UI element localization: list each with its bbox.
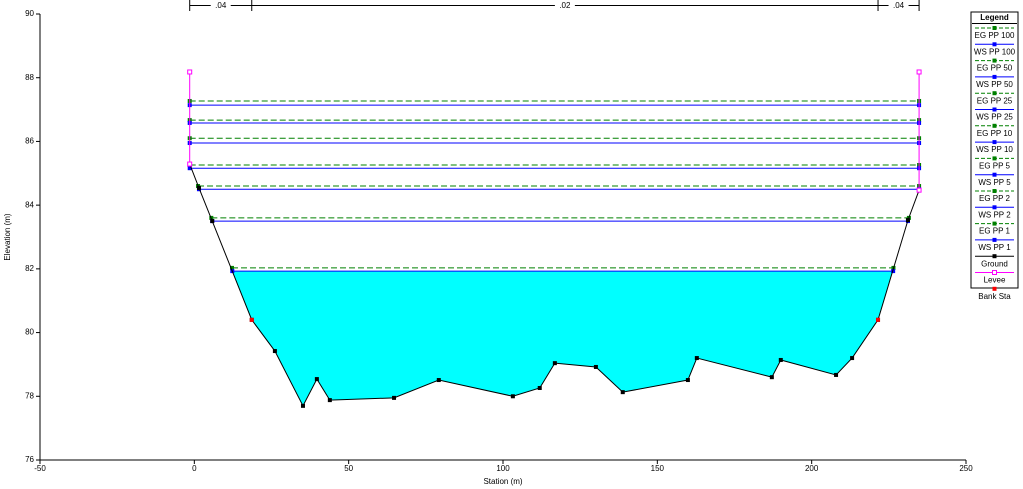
legend-marker	[992, 205, 997, 210]
y-tick-label: 90	[25, 9, 34, 18]
legend-label: EG PP 50	[977, 64, 1013, 73]
y-tick-label: 76	[25, 455, 34, 464]
x-tick-label: 250	[959, 464, 973, 473]
legend-label: WS PP 50	[976, 80, 1013, 89]
ground-marker	[300, 403, 305, 408]
ground-marker	[552, 361, 557, 366]
water-fill	[232, 271, 893, 406]
legend-marker	[992, 286, 997, 291]
levee-marker	[187, 161, 193, 167]
ground-marker	[778, 357, 783, 362]
ground-marker	[620, 390, 625, 395]
levee-marker	[916, 187, 922, 193]
legend-label: EG PP 25	[977, 96, 1013, 105]
ground-marker	[685, 378, 690, 383]
x-tick-label: 0	[192, 464, 197, 473]
x-tick-label: 100	[496, 464, 510, 473]
legend-label: EG PP 1	[979, 227, 1011, 236]
legend-marker	[992, 123, 997, 128]
y-tick-label: 86	[25, 137, 34, 146]
x-axis-title: Station (m)	[483, 477, 522, 486]
legend-label: WS PP 25	[976, 113, 1013, 122]
legend-marker	[992, 254, 997, 259]
n-label: .04	[215, 1, 227, 10]
y-tick-label: 78	[25, 391, 34, 400]
legend-label: WS PP 10	[976, 145, 1013, 154]
ground-marker	[769, 375, 774, 380]
legend-label: Levee	[984, 276, 1006, 285]
ground-marker	[537, 386, 542, 391]
legend-label: Ground	[981, 259, 1008, 268]
legend-marker	[992, 107, 997, 112]
levee-marker	[187, 69, 193, 75]
legend-marker	[992, 140, 997, 145]
legend-marker	[992, 156, 997, 161]
legend-marker	[992, 189, 997, 193]
y-tick-label: 84	[25, 200, 34, 209]
ground-marker	[834, 372, 839, 377]
ground-marker	[436, 378, 441, 383]
legend-label: WS PP 2	[978, 210, 1011, 219]
y-tick-label: 80	[25, 328, 34, 337]
legend-marker	[992, 74, 997, 79]
legend-box	[970, 11, 1019, 289]
y-tick-label: 82	[25, 264, 34, 273]
x-tick-label: -50	[34, 464, 46, 473]
legend-title: Legend	[980, 13, 1009, 22]
ground-marker	[327, 398, 332, 403]
legend-marker	[992, 91, 997, 96]
legend-marker	[992, 270, 997, 275]
ground-marker	[850, 356, 855, 361]
ground-marker	[694, 356, 699, 361]
n-label-bg	[888, 1, 909, 10]
legend-marker	[992, 42, 997, 47]
ws-marker	[187, 166, 192, 171]
eg-marker	[229, 265, 234, 270]
levee-line	[189, 71, 920, 191]
bank-marker	[249, 317, 254, 322]
bank-marker	[876, 317, 881, 322]
legend-label: Bank Sta	[978, 292, 1011, 301]
levee-marker	[916, 69, 922, 75]
n-label: .02	[559, 1, 571, 10]
ground-marker	[593, 364, 598, 369]
legend-label: WS PP 1	[978, 243, 1011, 252]
ground-marker	[272, 349, 277, 354]
n-label: .04	[893, 1, 905, 10]
x-tick-label: 50	[344, 464, 353, 473]
n-label-bg	[554, 1, 575, 10]
legend-label: WS PP 5	[978, 178, 1011, 187]
y-tick-label: 88	[25, 73, 34, 82]
ground-marker	[392, 395, 397, 400]
ground-marker	[905, 218, 910, 223]
legend-marker	[992, 221, 997, 226]
legend-marker	[992, 237, 997, 242]
y-axis-title: Elevation (m)	[3, 213, 12, 260]
legend-marker	[992, 172, 997, 177]
legend-label: EG PP 5	[979, 162, 1011, 171]
legend-label: WS PP 100	[974, 47, 1016, 56]
x-tick-label: 150	[651, 464, 665, 473]
legend-marker	[992, 26, 997, 30]
legend-label: EG PP 2	[979, 194, 1011, 203]
legend-label: EG PP 10	[977, 129, 1013, 138]
ground-line	[189, 163, 920, 407]
legend-marker	[992, 58, 997, 63]
legend-label: EG PP 100	[975, 31, 1015, 40]
ground-marker	[210, 219, 215, 224]
n-label-bg	[210, 1, 231, 10]
ground-marker	[196, 185, 201, 190]
ground-marker	[510, 394, 515, 399]
x-tick-label: 200	[805, 464, 819, 473]
ground-marker	[314, 377, 319, 382]
